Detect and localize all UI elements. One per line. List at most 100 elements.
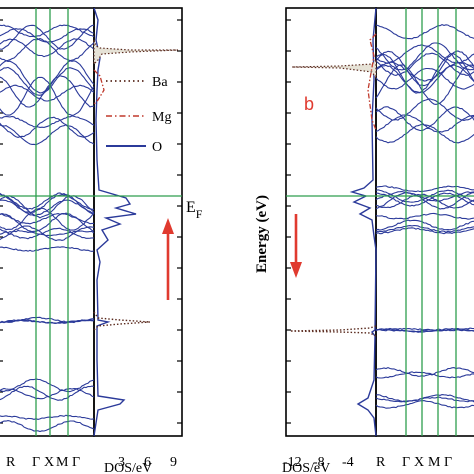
k-label-r-a: R bbox=[6, 455, 16, 470]
band-curve bbox=[375, 64, 474, 105]
band-curve bbox=[376, 192, 474, 207]
k-label-x-b: X bbox=[414, 455, 424, 470]
dos-frame-b bbox=[285, 7, 377, 437]
band-curve bbox=[375, 192, 474, 210]
dos-a bbox=[93, 7, 179, 437]
band-curve bbox=[0, 385, 95, 401]
k-label-gamma2-b: Γ bbox=[444, 455, 452, 470]
band-curve bbox=[375, 52, 474, 76]
band-curve bbox=[375, 327, 474, 331]
band-curve bbox=[0, 227, 95, 240]
dos-ticks-a: 3 6 9 bbox=[118, 455, 177, 470]
band-curve bbox=[0, 420, 95, 433]
band-curve bbox=[375, 42, 474, 71]
bands-a bbox=[0, 24, 95, 433]
band-curve bbox=[375, 396, 474, 403]
band-curve bbox=[0, 316, 94, 324]
band-curve bbox=[0, 84, 95, 102]
band-curve bbox=[0, 124, 95, 146]
dos-tick-6: 6 bbox=[144, 455, 151, 470]
k-labels-a: R Γ X M Γ bbox=[6, 455, 80, 470]
dos-ticks-b: -12 -8 -4 bbox=[283, 455, 354, 470]
dos-tick-m8: -8 bbox=[313, 455, 325, 470]
band-curve bbox=[375, 23, 474, 40]
legend-label-ba: Ba bbox=[152, 75, 168, 90]
k-lines-b bbox=[405, 8, 457, 436]
y-ticks-a bbox=[0, 19, 182, 424]
band-curve bbox=[375, 44, 474, 64]
band-curve bbox=[0, 75, 94, 108]
legend-label-mg: Mg bbox=[152, 110, 171, 125]
band-curve bbox=[375, 98, 474, 121]
dos-b bbox=[289, 7, 377, 437]
band-curve bbox=[375, 190, 474, 202]
dos-tick-3: 3 bbox=[118, 455, 125, 470]
band-frame-b bbox=[375, 7, 474, 437]
panel-label-b: b bbox=[304, 94, 314, 114]
dos-curve-ba bbox=[93, 39, 179, 66]
band-curve bbox=[375, 394, 474, 403]
panel-a bbox=[0, 7, 183, 437]
band-curve bbox=[375, 329, 474, 333]
dos-xlabel-a: DOS/eV bbox=[104, 461, 152, 474]
band-curve bbox=[0, 76, 95, 116]
dos-curve-ba-low bbox=[93, 311, 151, 331]
band-curve bbox=[0, 212, 95, 233]
band-curve bbox=[0, 414, 95, 420]
band-curve bbox=[375, 371, 474, 379]
k-label-gamma-b: Γ bbox=[402, 455, 410, 470]
band-curve bbox=[375, 67, 474, 90]
band-curve bbox=[0, 319, 95, 324]
band-curve bbox=[0, 229, 95, 237]
band-curve bbox=[375, 212, 474, 220]
band-curve bbox=[0, 116, 95, 138]
band-curve bbox=[375, 185, 474, 193]
dos-curve-o-b bbox=[349, 7, 377, 437]
k-label-m-b: M bbox=[428, 455, 441, 470]
dos-tick-m4: -4 bbox=[342, 455, 354, 470]
k-label-gamma2-a: Γ bbox=[72, 455, 80, 470]
dos-xlabel-b: DOS/eV bbox=[282, 461, 330, 474]
y-axis-label: Energy (eV) bbox=[254, 195, 270, 273]
dos-curve-mg-b bbox=[367, 33, 377, 131]
band-curve bbox=[375, 224, 474, 233]
band-curve bbox=[0, 378, 95, 393]
dos-curve-ba-low-b bbox=[289, 325, 377, 337]
band-curve bbox=[375, 106, 474, 132]
band-curve bbox=[0, 24, 95, 38]
band-curve bbox=[0, 387, 95, 400]
band-curve bbox=[375, 227, 474, 235]
band-curve bbox=[375, 400, 474, 409]
k-labels-b: R Γ X M Γ bbox=[376, 455, 452, 470]
dos-tick-9: 9 bbox=[170, 455, 177, 470]
band-curve bbox=[0, 193, 94, 214]
legend: Ba Mg O bbox=[106, 75, 171, 155]
band-curve bbox=[0, 246, 95, 252]
dos-tick-m12: -12 bbox=[283, 455, 302, 470]
band-curve bbox=[375, 61, 474, 82]
band-curve bbox=[375, 219, 474, 231]
dos-curve-o bbox=[93, 7, 137, 437]
spin-down-arrow bbox=[290, 214, 302, 278]
k-label-m-a: M bbox=[56, 455, 69, 470]
dos-curve-mg bbox=[93, 69, 105, 105]
dos-frame-a bbox=[93, 7, 183, 437]
fermi-label: EF bbox=[186, 199, 203, 221]
legend-label-o: O bbox=[152, 140, 162, 155]
band-curve bbox=[0, 66, 95, 96]
panel-b bbox=[285, 7, 474, 437]
band-curve bbox=[0, 212, 94, 225]
k-label-gamma-a: Γ bbox=[32, 455, 40, 470]
band-curve bbox=[0, 115, 95, 128]
k-label-x-a: X bbox=[44, 455, 54, 470]
band-curve bbox=[375, 366, 474, 377]
y-ticks-b bbox=[286, 19, 291, 424]
k-lines-a bbox=[35, 8, 69, 436]
band-curve bbox=[0, 24, 95, 50]
k-label-r-b: R bbox=[376, 455, 386, 470]
band-curve bbox=[0, 195, 95, 219]
band-curve bbox=[375, 123, 474, 144]
band-curve bbox=[0, 37, 95, 62]
spin-up-arrow bbox=[162, 218, 174, 300]
